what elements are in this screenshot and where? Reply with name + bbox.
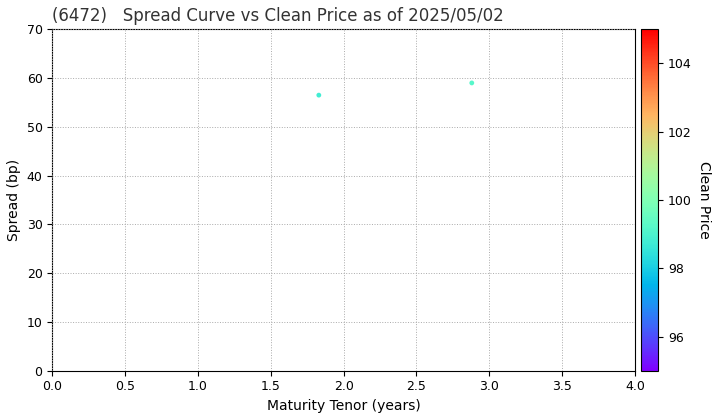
Y-axis label: Spread (bp): Spread (bp) [7,159,21,241]
Point [313,92,325,99]
Y-axis label: Clean Price: Clean Price [697,161,711,239]
X-axis label: Maturity Tenor (years): Maturity Tenor (years) [266,399,420,413]
Point [466,79,477,86]
Text: (6472)   Spread Curve vs Clean Price as of 2025/05/02: (6472) Spread Curve vs Clean Price as of… [53,7,504,25]
